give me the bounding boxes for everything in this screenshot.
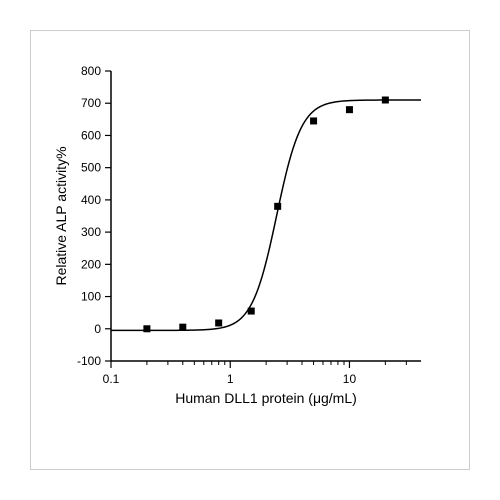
data-point: [382, 97, 389, 104]
data-point: [179, 324, 186, 331]
fitted-curve: [111, 100, 421, 330]
x-tick-label: 10: [343, 372, 357, 386]
x-tick-label: 0.1: [103, 372, 120, 386]
y-tick-label: 600: [81, 128, 101, 142]
y-tick-label: 200: [81, 257, 101, 271]
chart-area: -100 0 100 200 300 400 500 600 700 800 0.1 1 10 Relat…: [51, 51, 451, 451]
y-tick-label: 100: [81, 290, 101, 304]
data-point: [248, 308, 255, 315]
y-axis-label: Relative ALP activity%: [53, 146, 69, 285]
data-point: [346, 106, 353, 113]
data-point: [310, 117, 317, 124]
y-tick-label: 500: [81, 161, 101, 175]
y-tick-label: -100: [77, 354, 101, 368]
y-tick-label: 700: [81, 96, 101, 110]
y-tick-label: 400: [81, 193, 101, 207]
data-point: [215, 319, 222, 326]
dose-response-chart: -100 0 100 200 300 400 500 600 700 800 0.1 1 10 Relat…: [51, 51, 451, 451]
data-point: [274, 203, 281, 210]
y-tick-label: 800: [81, 64, 101, 78]
y-tick-label: 0: [94, 322, 101, 336]
data-point: [143, 325, 150, 332]
x-axis-label: Human DLL1 protein (μg/mL): [175, 390, 357, 406]
x-tick-label: 1: [227, 372, 234, 386]
y-tick-label: 300: [81, 225, 101, 239]
image-frame: -100 0 100 200 300 400 500 600 700 800 0.1 1 10 Relat…: [30, 30, 470, 470]
